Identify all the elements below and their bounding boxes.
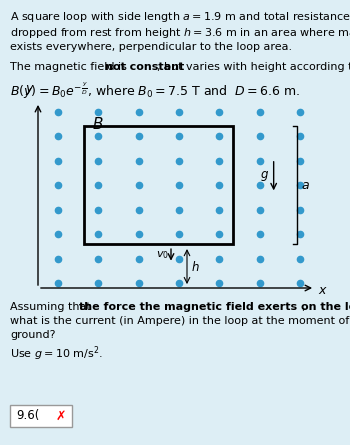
Text: $h$: $h$ xyxy=(191,259,200,274)
Text: ground?: ground? xyxy=(10,330,56,340)
Text: $v_0$: $v_0$ xyxy=(156,249,169,261)
Text: , but varies with height according to:: , but varies with height according to: xyxy=(157,62,350,72)
Text: Use $g = 10$ m/s$^2$.: Use $g = 10$ m/s$^2$. xyxy=(10,344,103,363)
Text: what is the current (in Ampere) in the loop at the moment of impact with the: what is the current (in Ampere) in the l… xyxy=(10,316,350,326)
Text: ,: , xyxy=(301,302,304,312)
Text: $y$: $y$ xyxy=(25,83,35,97)
Bar xyxy=(10,405,72,427)
Text: A square loop with side length $a = 1.9$ m and total resistance $R = 2.1$ $\Omeg: A square loop with side length $a = 1.9$… xyxy=(10,10,350,24)
Text: not constant: not constant xyxy=(105,62,184,72)
Bar xyxy=(84,126,233,244)
Text: dropped from rest from height $h = 3.6$ m in an area where magnetic field: dropped from rest from height $h = 3.6$ … xyxy=(10,26,350,40)
Text: exists everywhere, perpendicular to the loop area.: exists everywhere, perpendicular to the … xyxy=(10,42,292,52)
Text: $B(y) = B_0e^{-\frac{y}{D}}$, where $B_0 = 7.5$ T and  $D = 6.6$ m.: $B(y) = B_0e^{-\frac{y}{D}}$, where $B_0… xyxy=(10,80,300,101)
Text: $B$: $B$ xyxy=(92,116,104,132)
Text: $g$: $g$ xyxy=(260,169,269,183)
Text: ✗: ✗ xyxy=(56,409,66,422)
Text: The magnetic field is: The magnetic field is xyxy=(10,62,130,72)
Text: the force the magnetic field exerts on the loop is negligible: the force the magnetic field exerts on t… xyxy=(79,302,350,312)
Text: 9.6(: 9.6( xyxy=(16,409,39,422)
Text: $x$: $x$ xyxy=(318,283,328,296)
Text: Assuming that: Assuming that xyxy=(10,302,94,312)
Text: $a$: $a$ xyxy=(301,179,310,192)
